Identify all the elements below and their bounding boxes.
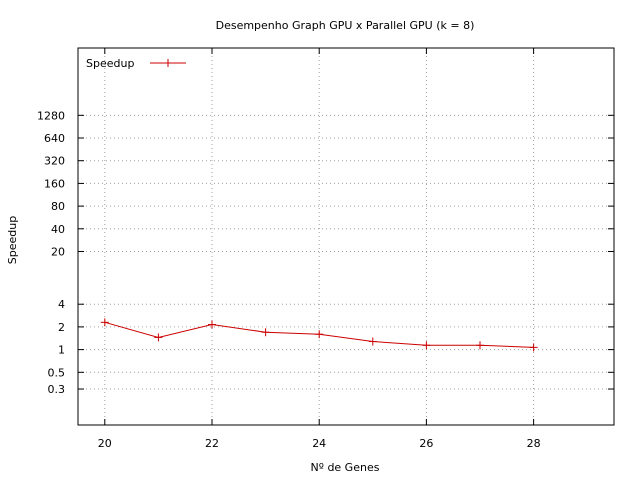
y-tick-label: 640 (44, 132, 65, 145)
x-tick-label: 24 (312, 437, 326, 450)
legend: Speedup (86, 57, 186, 70)
x-axis-label: Nº de Genes (311, 461, 380, 474)
y-tick-label: 1280 (37, 109, 65, 122)
data-point (154, 333, 163, 342)
data-point (208, 320, 216, 329)
data-point (100, 318, 109, 327)
legend-label-speedup: Speedup (86, 57, 134, 70)
y-tick-label: 80 (51, 200, 65, 213)
plot-frame (77, 47, 615, 426)
y-tick-label: 320 (44, 155, 65, 168)
y-tick-label: 0.5 (48, 366, 66, 379)
y-tick-label: 2 (58, 321, 65, 334)
y-tick-label: 20 (51, 246, 65, 259)
y-tick-label: 1 (58, 344, 65, 357)
y-tick-label: 160 (44, 177, 65, 190)
y-tick-label: 4 (58, 298, 65, 311)
data-point (368, 337, 377, 346)
x-tick-label: 28 (527, 437, 541, 450)
y-tick-label: 0.3 (48, 383, 66, 396)
data-point (529, 343, 538, 352)
y-tick-label: 40 (51, 223, 65, 236)
data-point (422, 341, 431, 350)
x-tick-label: 22 (205, 437, 219, 450)
data-point (476, 341, 484, 350)
y-axis-label: Speedup (6, 216, 19, 264)
legend-marker-speedup (164, 59, 172, 67)
data-point (261, 328, 270, 337)
data-point (315, 330, 324, 339)
series-speedup (100, 318, 538, 352)
x-tick-label: 20 (98, 437, 112, 450)
x-tick-label: 26 (419, 437, 433, 450)
grid (78, 48, 614, 425)
chart-title: Desempenho Graph GPU x Parallel GPU (k =… (216, 19, 475, 32)
